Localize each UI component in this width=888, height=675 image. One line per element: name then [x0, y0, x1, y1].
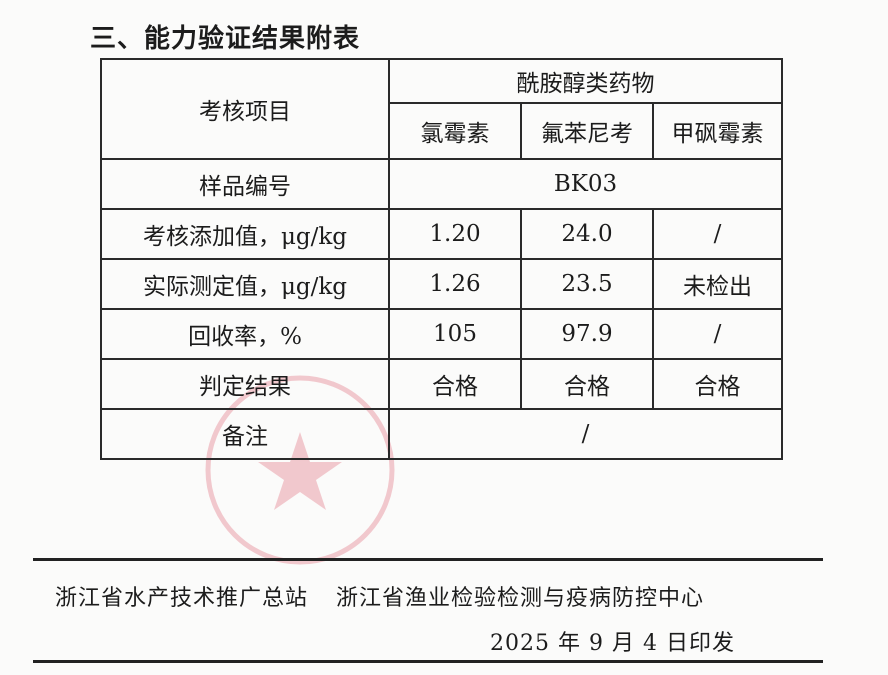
- cell: 24.0: [520, 208, 654, 260]
- cell: 97.9: [520, 308, 654, 360]
- row-label: 考核添加值，μg/kg: [100, 208, 390, 260]
- table-row: 回收率，% 105 97.9 /: [100, 308, 783, 360]
- cell: 合格: [520, 358, 654, 410]
- cell: 1.20: [388, 208, 522, 260]
- table-row: 考核添加值，μg/kg 1.20 24.0 /: [100, 208, 783, 260]
- row-label: 实际测定值，μg/kg: [100, 258, 390, 310]
- org-name: 浙江省渔业检验检测与疫病防控中心: [336, 586, 705, 611]
- group-header: 酰胺醇类药物: [388, 58, 783, 104]
- drug-header: 甲砜霉素: [652, 102, 783, 160]
- issuing-orgs: 浙江省水产技术推广总站 浙江省渔业检验检测与疫病防控中心: [55, 580, 704, 612]
- section-title: 三、能力验证结果附表: [90, 24, 361, 54]
- cell: 1.26: [388, 258, 522, 310]
- cell: /: [652, 308, 783, 360]
- cell: 合格: [388, 358, 522, 410]
- sample-value: BK03: [388, 158, 783, 210]
- remark-value: /: [388, 408, 783, 460]
- row-label: 判定结果: [100, 358, 390, 410]
- issue-date: 2025 年 9 月 4 日印发: [490, 631, 735, 656]
- drug-header: 氟苯尼考: [520, 102, 654, 160]
- item-header: 考核项目: [100, 58, 390, 160]
- divider: [33, 660, 823, 663]
- table-row: 实际测定值，μg/kg 1.26 23.5 未检出: [100, 258, 783, 310]
- divider: [33, 558, 823, 561]
- results-table: 考核项目 酰胺醇类药物 氯霉素 氟苯尼考 甲砜霉素 样品编号 BK03 考核添加…: [100, 58, 783, 460]
- cell: 未检出: [652, 258, 783, 310]
- table-row: 备注 /: [100, 408, 783, 460]
- cell: 105: [388, 308, 522, 360]
- org-name: 浙江省水产技术推广总站: [55, 586, 309, 611]
- table-row: 判定结果 合格 合格 合格: [100, 358, 783, 410]
- cell: 23.5: [520, 258, 654, 310]
- row-label: 回收率，%: [100, 308, 390, 360]
- cell: 合格: [652, 358, 783, 410]
- row-label: 备注: [100, 408, 390, 460]
- table-row: 样品编号 BK03: [100, 158, 783, 210]
- row-label: 样品编号: [100, 158, 390, 210]
- cell: /: [652, 208, 783, 260]
- drug-header: 氯霉素: [388, 102, 522, 160]
